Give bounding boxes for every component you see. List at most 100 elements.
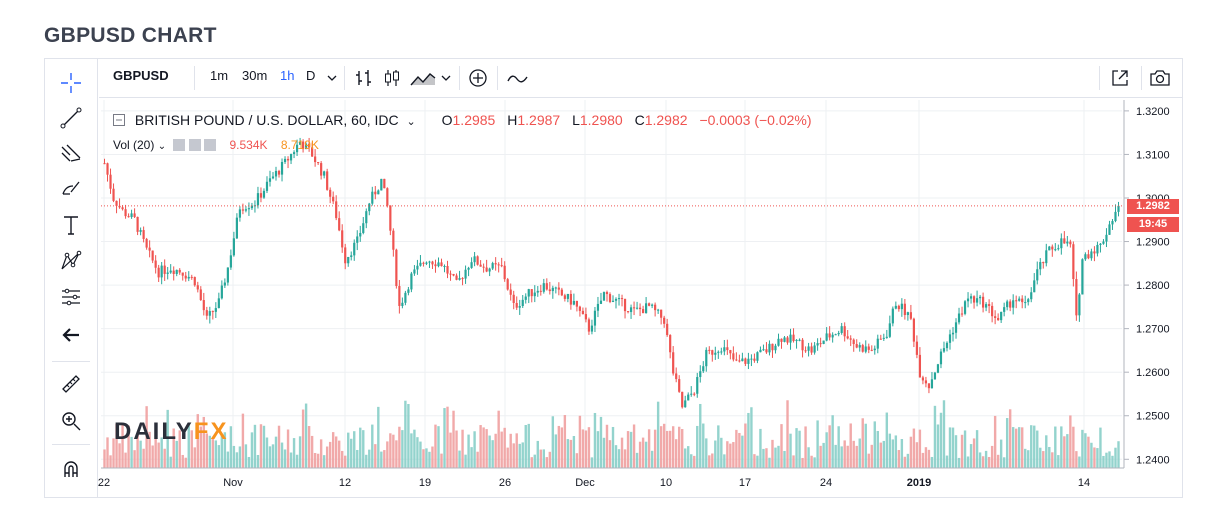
volume-bar xyxy=(416,437,419,468)
collapse-legend-icon[interactable] xyxy=(113,114,125,126)
candle-body xyxy=(359,232,362,237)
back-arrow-icon[interactable] xyxy=(56,320,86,350)
candle-body xyxy=(774,345,777,351)
candles-icon[interactable] xyxy=(381,67,403,89)
high-value: 1.2987 xyxy=(517,112,561,128)
volume-bar xyxy=(130,436,133,468)
popout-icon[interactable] xyxy=(1109,67,1131,89)
candle-body xyxy=(810,346,813,353)
volume-bar xyxy=(981,456,985,468)
volume-bar xyxy=(894,435,898,468)
volume-bar xyxy=(912,428,916,468)
chevron-down-icon[interactable]: ⌄ xyxy=(157,141,167,152)
ruler-icon[interactable] xyxy=(56,369,86,399)
volume-bar xyxy=(482,427,485,468)
snapshot-icon[interactable] xyxy=(1148,67,1172,89)
volume-bar xyxy=(729,443,732,468)
candle-body xyxy=(635,307,639,309)
text-tool-icon[interactable] xyxy=(56,210,86,240)
brush-icon[interactable] xyxy=(56,173,86,203)
volume-bar xyxy=(422,449,425,468)
chevron-down-icon[interactable] xyxy=(325,67,339,89)
instrument-name[interactable]: BRITISH POUND / U.S. DOLLAR, 60, IDC xyxy=(134,112,399,128)
fib-levels-icon[interactable] xyxy=(56,282,86,312)
gear-icon[interactable] xyxy=(188,139,201,151)
chevron-down-icon[interactable] xyxy=(439,67,453,89)
candle-body xyxy=(527,289,530,297)
symbol-search[interactable]: GBPUSD xyxy=(113,68,169,83)
candle-body xyxy=(311,147,314,157)
volume-bar xyxy=(434,424,437,468)
volume-bar xyxy=(1039,447,1042,468)
volume-bar xyxy=(1117,441,1120,468)
volume-label[interactable]: Vol (20) xyxy=(113,138,155,152)
volume-bar xyxy=(858,438,861,468)
pitchfork-icon[interactable] xyxy=(56,138,86,168)
candle-body xyxy=(271,176,275,179)
area-icon[interactable] xyxy=(409,67,437,89)
open-label: O xyxy=(441,112,453,128)
volume-bar xyxy=(136,434,139,468)
volume-bar xyxy=(756,455,759,468)
candle-body xyxy=(536,290,539,293)
candle-body xyxy=(250,205,254,209)
interval-1h[interactable]: 1h xyxy=(280,68,295,83)
candle-body xyxy=(467,267,470,270)
pattern-icon[interactable] xyxy=(56,246,86,276)
candle-body xyxy=(214,308,217,312)
candle-body xyxy=(320,163,323,176)
candle-body xyxy=(780,338,783,342)
candles xyxy=(103,137,1120,409)
candle-body xyxy=(1015,300,1018,302)
crosshair-icon[interactable] xyxy=(56,68,86,98)
candle-body xyxy=(503,265,506,280)
add-indicator-icon[interactable] xyxy=(467,67,489,89)
volume-bar xyxy=(915,442,919,468)
interval-1m[interactable]: 1m xyxy=(210,68,229,83)
candle-body xyxy=(994,316,997,318)
candle-body xyxy=(401,302,404,306)
candle-body xyxy=(891,308,894,324)
y-tick-label: 1.2500 xyxy=(1136,411,1170,423)
volume-bar xyxy=(365,454,368,468)
volume-bar xyxy=(846,445,849,468)
y-tick-label: 1.2700 xyxy=(1136,324,1170,336)
candle-body xyxy=(693,393,696,395)
volume-bar xyxy=(449,432,452,468)
candle-body xyxy=(843,326,846,337)
volume-bar xyxy=(948,427,952,468)
volume-bar xyxy=(750,407,753,468)
settings-icon[interactable] xyxy=(173,139,186,151)
volume-bar xyxy=(262,425,266,468)
volume-bar xyxy=(223,432,227,468)
volume-bar xyxy=(139,440,142,468)
candle-body xyxy=(1024,302,1027,304)
zoom-in-icon[interactable] xyxy=(56,406,86,436)
volume-bar xyxy=(816,420,819,468)
candle-body xyxy=(651,304,654,306)
bars-icon[interactable] xyxy=(353,67,375,89)
volume-bar xyxy=(951,427,955,468)
interval-30m[interactable]: 30m xyxy=(242,68,268,83)
volume-bar xyxy=(626,431,630,468)
volume-bar xyxy=(470,447,473,468)
candle-body xyxy=(440,262,443,267)
magnet-icon[interactable] xyxy=(56,454,86,484)
close-icon[interactable] xyxy=(204,139,217,151)
volume-bar xyxy=(307,426,311,468)
candle-body xyxy=(690,393,693,395)
volume-bar xyxy=(807,447,810,468)
volume-bar xyxy=(211,438,215,468)
candle-body xyxy=(666,323,669,336)
volume-bar xyxy=(930,456,934,468)
chevron-down-icon[interactable]: ⌄ xyxy=(406,116,416,128)
candle-body xyxy=(437,262,440,267)
interval-D[interactable]: D xyxy=(306,68,316,83)
volume-bar xyxy=(1048,446,1051,468)
volume-bar xyxy=(569,439,573,468)
trend-line-icon[interactable] xyxy=(56,103,86,133)
candle-body xyxy=(783,337,786,342)
candle-body xyxy=(969,296,973,299)
compare-icon[interactable] xyxy=(505,67,531,89)
